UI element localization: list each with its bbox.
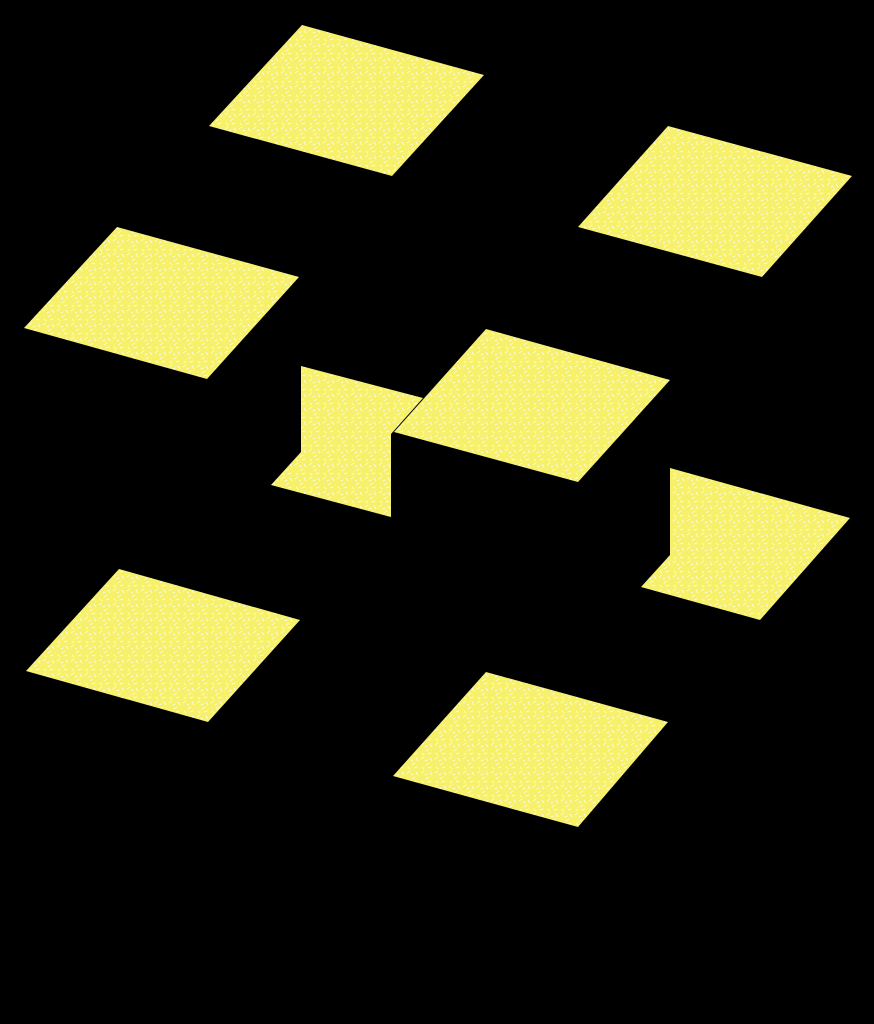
flat-tile-top-center xyxy=(209,25,484,176)
flat-tile-lower-left xyxy=(26,569,300,722)
flat-tile-bottom-center xyxy=(393,672,668,827)
flat-tile-upper-right xyxy=(578,126,852,277)
folded-tile-right xyxy=(641,468,850,620)
flat-tile-upper-left xyxy=(24,227,299,379)
folded-tile-center-left xyxy=(271,366,423,517)
flat-tile-center xyxy=(394,329,670,482)
